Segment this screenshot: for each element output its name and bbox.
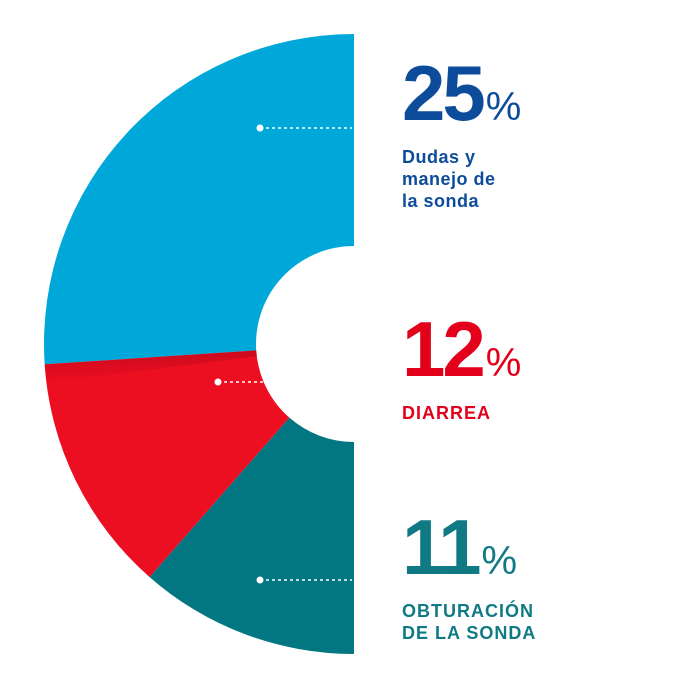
leader-dot	[256, 124, 264, 132]
percent-sign: %	[485, 341, 522, 385]
leader-dot	[214, 378, 222, 386]
percent-value: 11	[402, 503, 481, 591]
slice-3	[149, 417, 354, 654]
percentage-obturacion: 11 %	[402, 508, 536, 586]
slice-shade	[44, 350, 257, 383]
percentage-diarrea: 12 %	[402, 310, 521, 388]
label-dudas: 25 % Dudas y manejo de la sonda	[402, 54, 521, 212]
slice-1	[43, 34, 355, 365]
percentage-dudas: 25 %	[402, 54, 521, 132]
chart-slices	[43, 34, 355, 654]
slice-description: OBTURACIÓN DE LA SONDA	[402, 601, 537, 643]
slice-2	[44, 350, 290, 578]
leader-lines	[214, 124, 352, 584]
label-obturacion: 11 % OBTURACIÓN DE LA SONDA	[402, 508, 536, 644]
percent-sign: %	[481, 539, 518, 583]
slice-description: Dudas y manejo de la sonda	[402, 147, 496, 211]
label-diarrea: 12 % DIARREA	[402, 310, 521, 424]
percent-sign: %	[485, 85, 522, 129]
leader-dot	[256, 576, 264, 584]
slice-description: DIARREA	[402, 403, 492, 423]
percent-value: 25	[402, 49, 486, 137]
percent-value: 12	[402, 305, 486, 393]
